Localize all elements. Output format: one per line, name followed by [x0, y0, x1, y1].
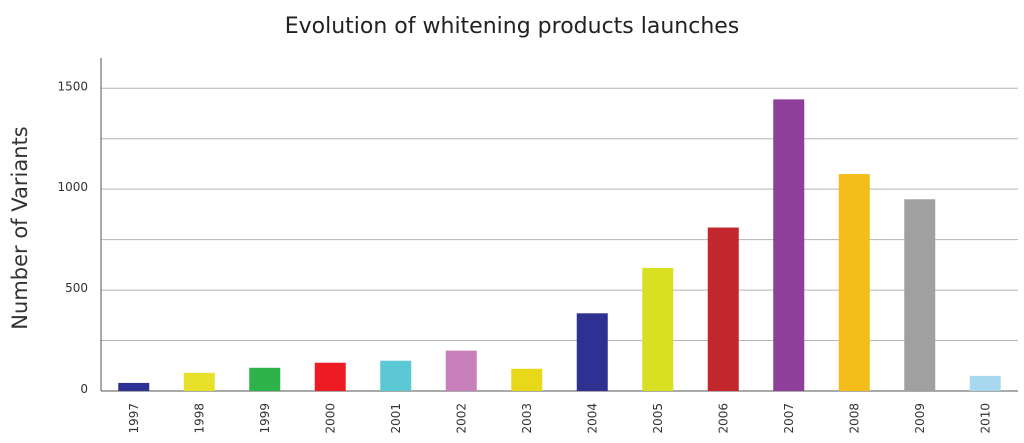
x-tick-label: 2005	[651, 403, 665, 434]
bar	[511, 368, 543, 391]
x-tick-label: 2010	[978, 403, 992, 434]
chart-title: Evolution of whitening products launches	[284, 14, 740, 39]
x-tick-label: 2000	[323, 403, 337, 434]
bar	[969, 375, 1001, 391]
x-tick-label: 2001	[389, 403, 403, 434]
bar	[183, 372, 215, 391]
bar	[314, 362, 346, 391]
y-tick-label: 1500	[57, 79, 88, 93]
x-tick-label: 2006	[716, 403, 730, 434]
y-tick-label: 500	[65, 281, 88, 295]
y-tick-label: 0	[80, 382, 88, 396]
bar	[642, 267, 674, 391]
x-tick-label: 1998	[192, 403, 206, 434]
x-tick-label: 1997	[127, 403, 141, 434]
y-tick-label: 1000	[57, 180, 88, 194]
bar	[576, 313, 608, 391]
bar	[707, 227, 739, 391]
x-tick-label: 1999	[258, 403, 272, 434]
bar	[773, 99, 805, 391]
bar	[838, 174, 870, 391]
bar	[904, 199, 936, 391]
bar	[445, 350, 477, 391]
x-tick-label: 2009	[913, 403, 927, 434]
x-tick-label: 2007	[782, 403, 796, 434]
x-tick-label: 2004	[585, 403, 599, 434]
x-tick-label: 2002	[454, 403, 468, 434]
x-tick-label: 2008	[847, 403, 861, 434]
bar	[380, 360, 412, 391]
bar	[249, 367, 281, 391]
bar	[118, 382, 150, 391]
x-tick-label: 2003	[520, 403, 534, 434]
